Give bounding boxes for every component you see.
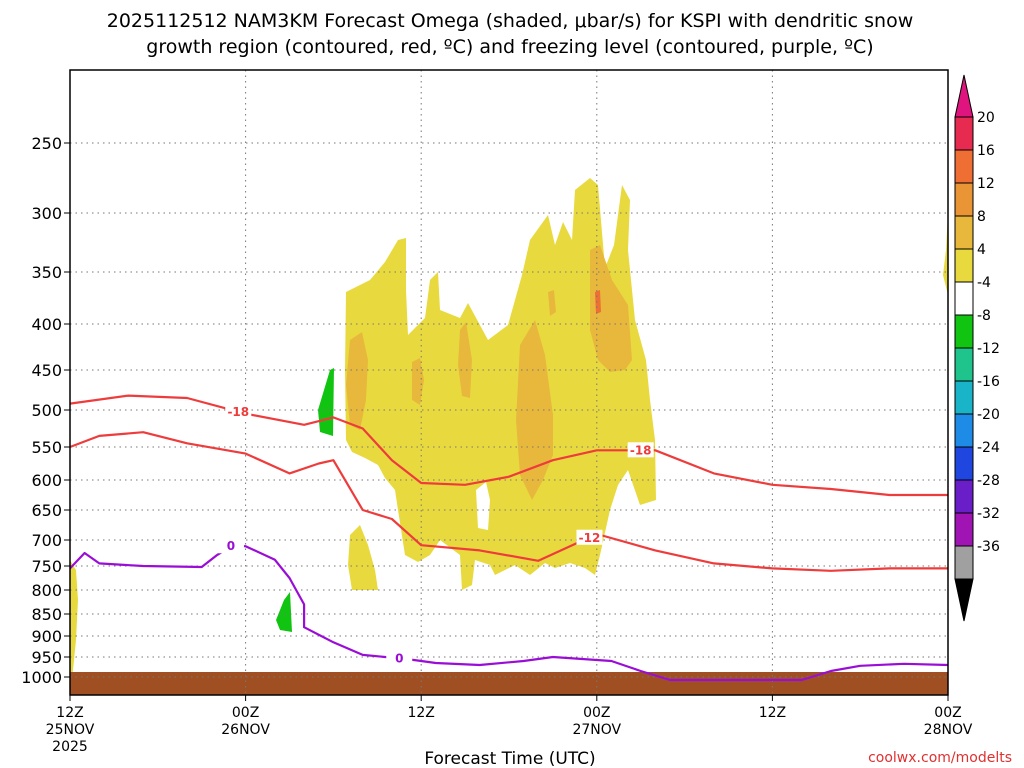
colorbar-segment	[954, 545, 974, 580]
colorbar-segment	[954, 248, 974, 283]
omega-shade-yellow-left	[70, 560, 78, 680]
omega-shade-yellow-right	[943, 212, 948, 295]
ground-fill	[70, 672, 948, 695]
y-tick-label: 800	[31, 581, 62, 600]
colorbar-segment	[954, 182, 974, 217]
colorbar-segment	[954, 149, 974, 184]
contour-label-bg	[217, 538, 244, 554]
contour-line-dgz--12	[69, 431, 948, 572]
colorbar-label: -36	[977, 539, 1000, 555]
plot-frame	[69, 69, 949, 696]
colorbar-segment	[954, 380, 974, 415]
x-tick-label-line1: 12Z	[759, 705, 786, 721]
colorbar-segment	[954, 215, 974, 250]
colorbar-label: 16	[977, 143, 995, 159]
colorbar-label: -28	[977, 473, 1000, 489]
colorbar-segment	[954, 479, 974, 514]
colorbar-label: 20	[977, 110, 995, 126]
colorbar-top-arrow	[954, 74, 974, 118]
colorbar-label: -24	[977, 440, 1000, 456]
colorbar-segment	[954, 347, 974, 382]
omega-shade-green-1	[318, 368, 334, 436]
colorbar-segment	[954, 413, 974, 448]
omega-shade-yellow-main	[345, 178, 656, 590]
colorbar-bottom-arrow	[954, 578, 974, 622]
x-tick-label-line3: 2025	[52, 739, 88, 755]
credit-text: coolwx.com/modelts	[868, 750, 1012, 766]
colorbar-segment	[954, 512, 974, 547]
x-tick-label-line1: 12Z	[56, 705, 83, 721]
omega-shade-yellow-low	[348, 525, 378, 590]
colorbar-label: 8	[977, 209, 986, 225]
omega-shading	[70, 178, 948, 680]
contour-label: 0	[227, 539, 235, 553]
colorbar-label: -20	[977, 407, 1000, 423]
y-tick-label: 750	[31, 557, 62, 576]
omega-shade-orange-3	[458, 322, 472, 398]
y-tick-label: 650	[31, 501, 62, 520]
colorbar-label: 4	[977, 242, 986, 258]
chart-title-line2: growth region (contoured, red, ºC) and f…	[146, 36, 873, 58]
omega-shade-orange-dark	[595, 290, 601, 314]
colorbar-segment	[954, 281, 974, 316]
colorbar-label: -16	[977, 374, 1000, 390]
omega-shade-white-gap	[476, 482, 490, 530]
omega-shade-orange-5	[548, 290, 556, 316]
contour-label: -18	[227, 405, 249, 419]
x-tick-label-line2: 25NOV	[46, 722, 95, 738]
chart-title-line1: 2025112512 NAM3KM Forecast Omega (shaded…	[107, 10, 913, 32]
axes: 250 300 350 400 450 500 550 600 650 700 750 800 850 9…	[21, 134, 972, 755]
contour-line-freezing	[69, 545, 949, 682]
y-tick-label: 850	[31, 605, 62, 624]
grid	[70, 70, 948, 695]
colorbar-label: 12	[977, 176, 995, 192]
y-tick-label: 1000	[21, 668, 62, 687]
colorbar-label: -8	[977, 308, 991, 324]
omega-shade-green-2	[276, 592, 292, 632]
x-tick-label-line1: 12Z	[407, 705, 434, 721]
y-tick-label: 950	[31, 648, 62, 667]
colorbar-label: -32	[977, 506, 1000, 522]
x-tick-label-line2: 28NOV	[924, 722, 973, 738]
y-tick-label: 550	[31, 438, 62, 457]
contour-label: 0	[395, 651, 403, 665]
y-tick-label: 450	[31, 361, 62, 380]
x-tick-label-line1: 00Z	[232, 705, 259, 721]
colorbar-label: -12	[977, 341, 1000, 357]
contour-label-bg	[225, 403, 252, 419]
y-tick-label: 350	[31, 263, 62, 282]
y-tick-label: 700	[31, 531, 62, 550]
contour-label: -18	[630, 443, 652, 457]
y-tick-label: 250	[31, 134, 62, 153]
y-tick-label: 300	[31, 204, 62, 223]
y-tick-label: 500	[31, 401, 62, 420]
x-tick-label-line1: 00Z	[583, 705, 610, 721]
omega-shade-orange-6	[590, 245, 632, 372]
contour-label: -12	[579, 531, 601, 545]
y-tick-label: 600	[31, 471, 62, 490]
omega-shade-orange-2	[412, 358, 424, 405]
contour-label-bg	[386, 650, 413, 666]
colorbar: 20 16 12 8 4 -4 -8 -12 -16 -20 -24 -28 -32 -36	[954, 74, 1000, 622]
contour-label-bg	[576, 529, 603, 545]
colorbar-segment	[954, 314, 974, 349]
colorbar-segment	[954, 446, 974, 481]
x-tick-label-line2: 27NOV	[572, 722, 621, 738]
omega-shade-orange-4	[516, 320, 553, 500]
x-axis-label: Forecast Time (UTC)	[424, 749, 595, 768]
y-tick-label: 900	[31, 627, 62, 646]
colorbar-segment	[954, 116, 974, 151]
contour-label-bg	[627, 442, 654, 458]
colorbar-label: -4	[977, 275, 991, 291]
y-tick-label: 400	[31, 315, 62, 334]
omega-shade-orange-1	[346, 332, 368, 430]
x-tick-label-line1: 00Z	[934, 705, 961, 721]
contours: -18 -18 -12 0 0	[69, 394, 949, 682]
x-tick-label-line2: 26NOV	[221, 722, 270, 738]
